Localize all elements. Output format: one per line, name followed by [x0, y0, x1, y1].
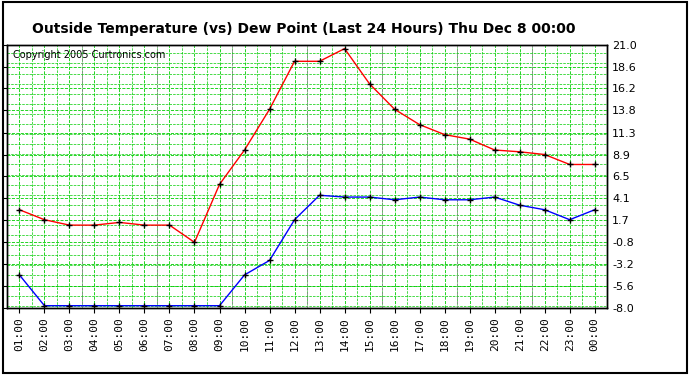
- Text: Outside Temperature (vs) Dew Point (Last 24 Hours) Thu Dec 8 00:00: Outside Temperature (vs) Dew Point (Last…: [32, 22, 575, 36]
- Text: Copyright 2005 Curtronics.com: Copyright 2005 Curtronics.com: [13, 50, 166, 60]
